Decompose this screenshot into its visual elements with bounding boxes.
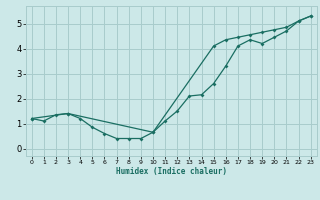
X-axis label: Humidex (Indice chaleur): Humidex (Indice chaleur) [116, 167, 227, 176]
